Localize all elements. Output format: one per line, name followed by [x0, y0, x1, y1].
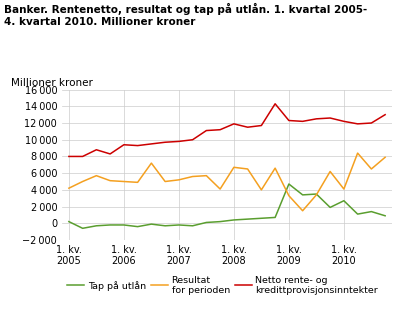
Resultat
for perioden — [204, 174, 209, 178]
Text: Banker. Rentenetto, resultat og tap på utlån. 1. kvartal 2005-
4. kvartal 2010. : Banker. Rentenetto, resultat og tap på u… — [4, 3, 367, 27]
Resultat
for perioden — [122, 180, 126, 183]
Tap på utlån — [286, 182, 291, 186]
Resultat
for perioden — [218, 187, 222, 191]
Netto rente- og
kredittprovisjonsinntekter — [369, 121, 374, 125]
Netto rente- og
kredittprovisjonsinntekter — [286, 119, 291, 123]
Netto rente- og
kredittprovisjonsinntekter — [176, 140, 181, 143]
Netto rente- og
kredittprovisjonsinntekter — [232, 122, 236, 126]
Tap på utlån — [369, 210, 374, 213]
Netto rente- og
kredittprovisjonsinntekter — [218, 128, 222, 132]
Tap på utlån — [80, 226, 85, 230]
Resultat
for perioden — [232, 165, 236, 169]
Tap på utlån — [176, 223, 181, 227]
Netto rente- og
kredittprovisjonsinntekter — [383, 113, 388, 116]
Tap på utlån — [218, 220, 222, 224]
Netto rente- og
kredittprovisjonsinntekter — [204, 129, 209, 132]
Netto rente- og
kredittprovisjonsinntekter — [328, 116, 332, 120]
Netto rente- og
kredittprovisjonsinntekter — [94, 148, 99, 152]
Resultat
for perioden — [94, 174, 99, 178]
Resultat
for perioden — [190, 175, 195, 179]
Legend: Tap på utlån, Resultat
for perioden, Netto rente- og
kredittprovisjonsinntekter: Tap på utlån, Resultat for perioden, Net… — [64, 272, 382, 299]
Netto rente- og
kredittprovisjonsinntekter — [314, 117, 319, 121]
Netto rente- og
kredittprovisjonsinntekter — [122, 143, 126, 147]
Line: Resultat
for perioden: Resultat for perioden — [69, 153, 385, 211]
Tap på utlån — [273, 216, 278, 220]
Resultat
for perioden — [314, 193, 319, 197]
Resultat
for perioden — [163, 180, 168, 183]
Line: Tap på utlån: Tap på utlån — [69, 184, 385, 228]
Netto rente- og
kredittprovisjonsinntekter — [135, 144, 140, 148]
Netto rente- og
kredittprovisjonsinntekter — [342, 119, 346, 123]
Tap på utlån — [232, 218, 236, 222]
Netto rente- og
kredittprovisjonsinntekter — [300, 119, 305, 123]
Tap på utlån — [190, 224, 195, 228]
Tap på utlån — [94, 224, 99, 228]
Resultat
for perioden — [108, 179, 112, 183]
Tap på utlån — [314, 192, 319, 196]
Resultat
for perioden — [80, 180, 85, 183]
Resultat
for perioden — [245, 167, 250, 171]
Resultat
for perioden — [259, 188, 264, 192]
Netto rente- og
kredittprovisjonsinntekter — [190, 138, 195, 142]
Resultat
for perioden — [135, 180, 140, 184]
Netto rente- og
kredittprovisjonsinntekter — [108, 152, 112, 156]
Tap på utlån — [135, 225, 140, 228]
Resultat
for perioden — [273, 166, 278, 170]
Tap på utlån — [300, 193, 305, 197]
Netto rente- og
kredittprovisjonsinntekter — [273, 102, 278, 106]
Resultat
for perioden — [176, 178, 181, 182]
Resultat
for perioden — [149, 161, 154, 165]
Tap på utlån — [245, 217, 250, 221]
Netto rente- og
kredittprovisjonsinntekter — [355, 122, 360, 126]
Tap på utlån — [163, 224, 168, 228]
Resultat
for perioden — [342, 187, 346, 191]
Tap på utlån — [149, 222, 154, 226]
Netto rente- og
kredittprovisjonsinntekter — [245, 125, 250, 129]
Netto rente- og
kredittprovisjonsinntekter — [66, 155, 71, 158]
Tap på utlån — [66, 220, 71, 224]
Tap på utlån — [328, 205, 332, 209]
Tap på utlån — [108, 223, 112, 227]
Tap på utlån — [355, 212, 360, 216]
Resultat
for perioden — [66, 186, 71, 190]
Netto rente- og
kredittprovisjonsinntekter — [259, 124, 264, 127]
Netto rente- og
kredittprovisjonsinntekter — [80, 155, 85, 158]
Netto rente- og
kredittprovisjonsinntekter — [149, 142, 154, 146]
Resultat
for perioden — [369, 167, 374, 171]
Line: Netto rente- og
kredittprovisjonsinntekter: Netto rente- og kredittprovisjonsinntekt… — [69, 104, 385, 156]
Resultat
for perioden — [328, 170, 332, 173]
Text: Millioner kroner: Millioner kroner — [11, 78, 93, 88]
Resultat
for perioden — [300, 209, 305, 213]
Resultat
for perioden — [355, 151, 360, 155]
Tap på utlån — [383, 214, 388, 218]
Tap på utlån — [122, 223, 126, 227]
Netto rente- og
kredittprovisjonsinntekter — [163, 140, 168, 144]
Resultat
for perioden — [286, 194, 291, 198]
Tap på utlån — [204, 220, 209, 224]
Resultat
for perioden — [383, 155, 388, 159]
Tap på utlån — [342, 199, 346, 203]
Tap på utlån — [259, 216, 264, 220]
